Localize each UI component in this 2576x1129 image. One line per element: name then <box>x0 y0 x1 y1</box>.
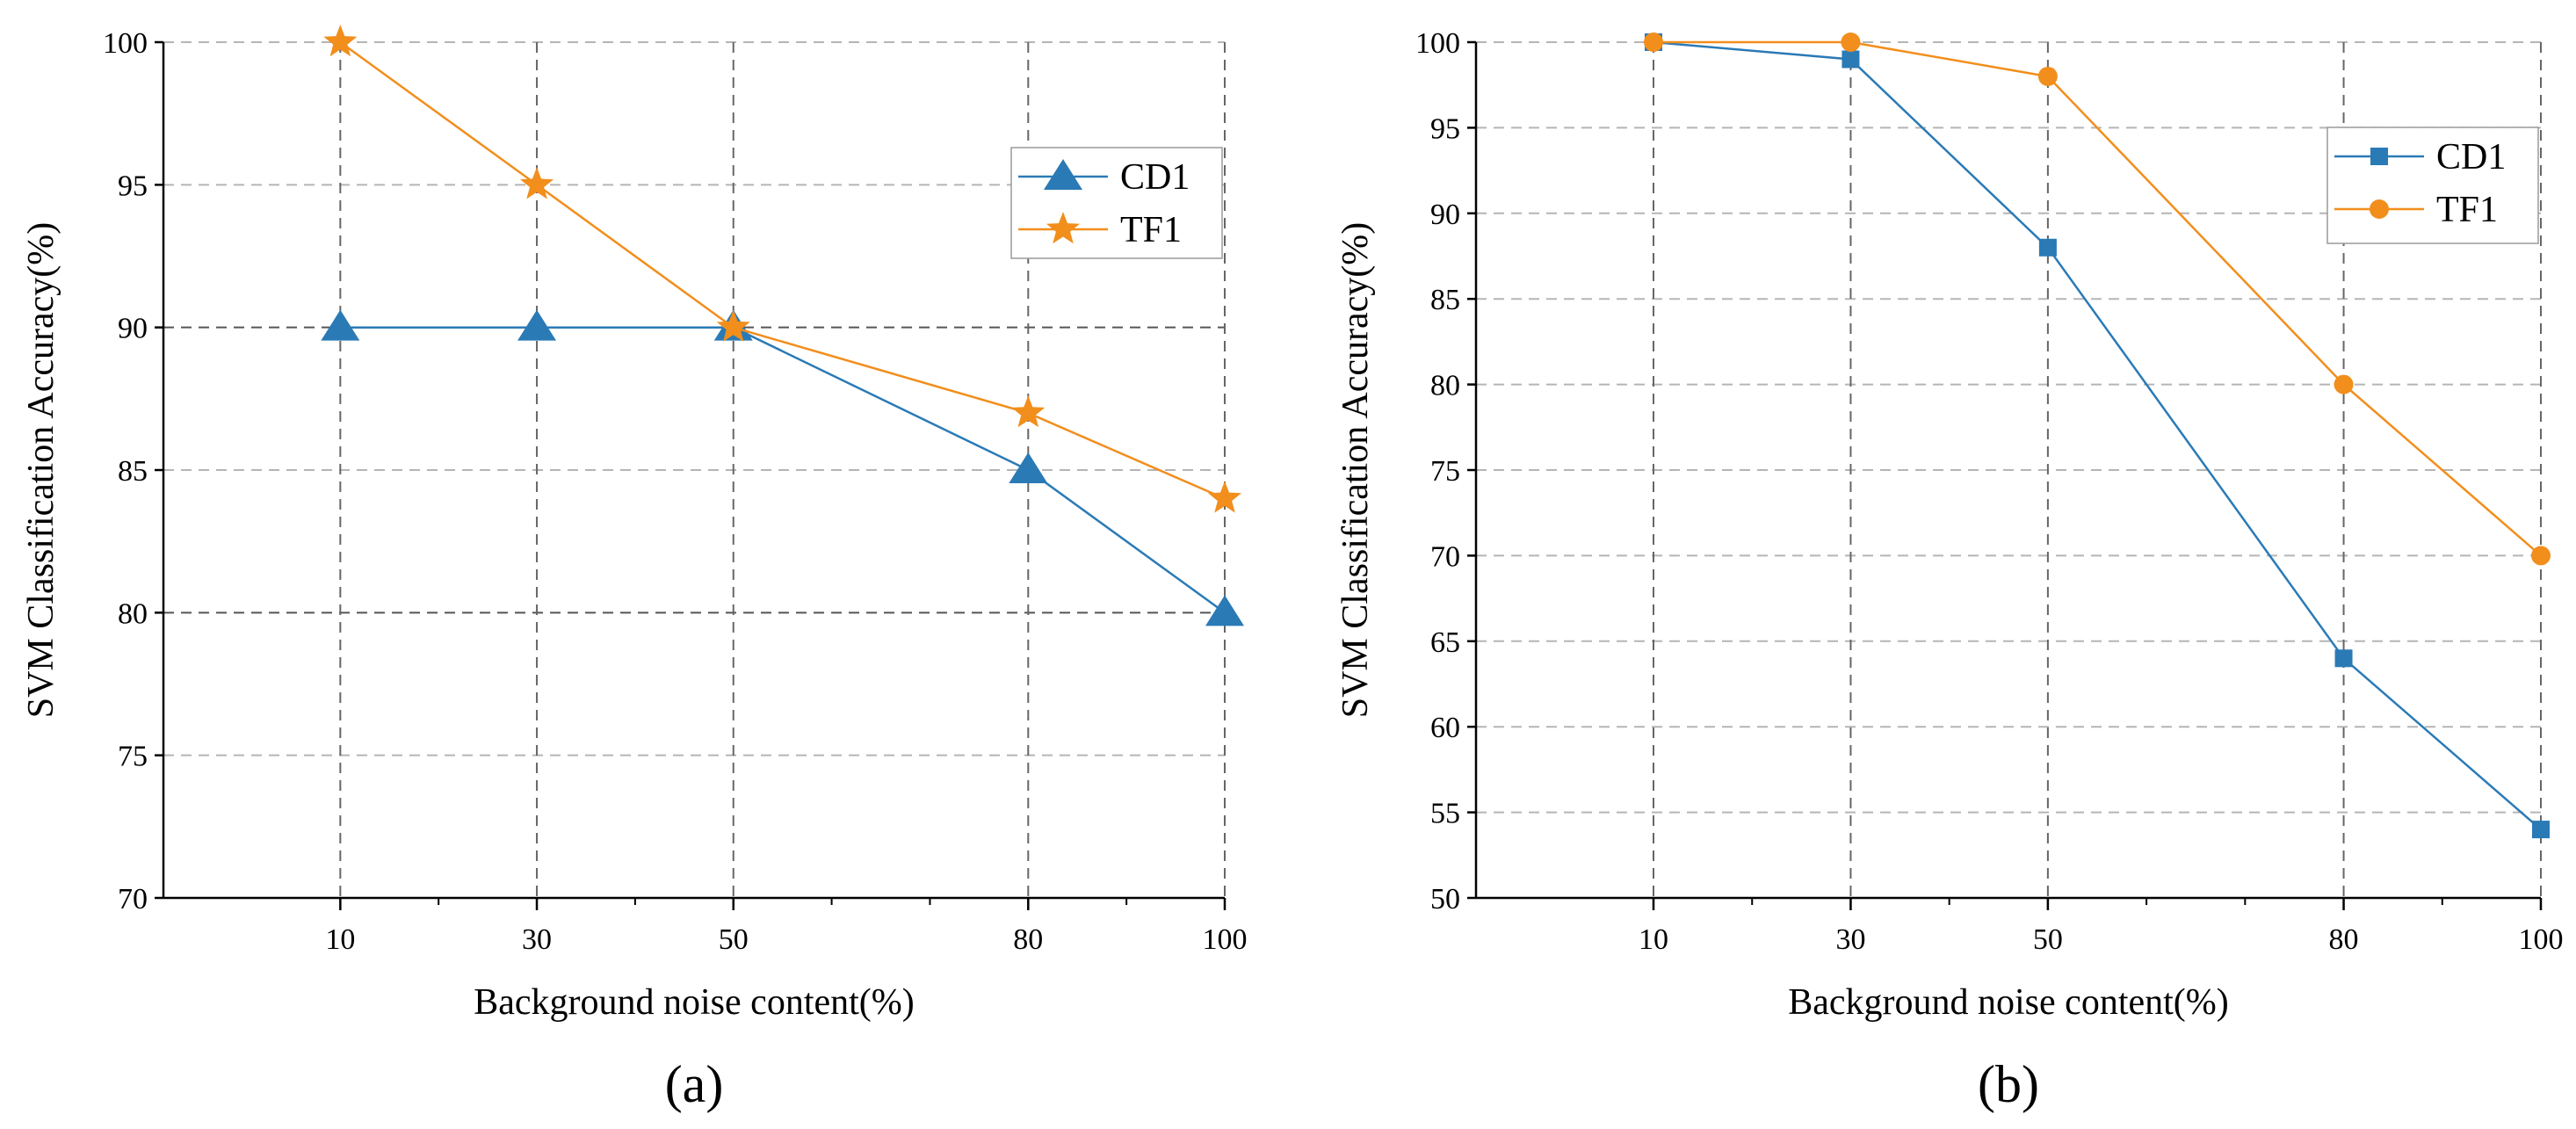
x-tick-label-10: 10 <box>325 923 355 956</box>
chart-panel-b: 50 55 60 65 70 75 80 85 90 95 100 10 30 50 80 100 Backgr… <box>1335 27 2564 1113</box>
x-tick-label-100: 100 <box>2519 923 2564 956</box>
data-point-cd1-80 <box>1009 452 1048 483</box>
series-cd1 <box>321 309 1244 626</box>
y-tick-label-60: 60 <box>1430 712 1460 744</box>
y-tick-label-100: 100 <box>103 27 148 60</box>
x-axis-title: Background noise content(%) <box>1788 982 2229 1023</box>
data-point-tf1-100 <box>1208 481 1241 513</box>
data-point-cd1-50 <box>2038 238 2057 257</box>
x-tick-label-100: 100 <box>1203 923 1248 956</box>
y-tick-label-70: 70 <box>1430 540 1460 573</box>
y-axis-title: SVM Classification Accuracy(%) <box>1335 222 1376 719</box>
series-tf1 <box>323 25 1241 513</box>
series-tf1 <box>1644 33 2551 566</box>
legend-box <box>2326 127 2539 244</box>
data-point-tf1-80 <box>2334 374 2354 394</box>
y-tick-label-90: 90 <box>118 313 148 345</box>
data-point-tf1-80 <box>1011 395 1046 428</box>
y-tick-label-65: 65 <box>1430 626 1460 659</box>
y-tick-label-100: 100 <box>1415 27 1460 60</box>
y-tick-label-95: 95 <box>1430 112 1460 145</box>
y-tick-label-85: 85 <box>1430 284 1460 316</box>
legend-marker-cd1 <box>1044 159 1082 190</box>
legend-marker-cd1 <box>2370 148 2388 165</box>
y-axis-title: SVM Classification Accuracy(%) <box>21 222 62 719</box>
x-tick-label-30: 30 <box>522 923 552 956</box>
y-tick-label-95: 95 <box>118 170 148 202</box>
legend-label-cd1: CD1 <box>1120 157 1190 198</box>
y-tick-label-75: 75 <box>118 741 148 773</box>
y-tick-label-80: 80 <box>1430 370 1460 402</box>
data-point-tf1-30 <box>1841 33 1861 52</box>
data-point-cd1-100 <box>1205 595 1244 626</box>
data-point-cd1-30 <box>517 309 557 341</box>
x-tick-label-80: 80 <box>1013 923 1043 956</box>
y-tick-label-90: 90 <box>1430 199 1460 231</box>
data-point-cd1-80 <box>2334 649 2353 668</box>
y-tick-label-85: 85 <box>118 455 148 488</box>
data-point-tf1-10 <box>1644 33 1663 52</box>
data-point-tf1-50 <box>2037 66 2058 86</box>
series-line-tf1 <box>339 40 1226 500</box>
y-tick-label-50: 50 <box>1430 883 1460 916</box>
chart-panel-a: 70 75 80 85 90 95 100 10 30 50 80 100 Background noi… <box>21 25 1248 1113</box>
legend-label-cd1: CD1 <box>2436 137 2506 177</box>
y-tick-label-80: 80 <box>118 597 148 630</box>
data-point-tf1-10 <box>323 25 358 57</box>
legend-marker-tf1 <box>2370 199 2389 219</box>
x-tick-label-10: 10 <box>1639 923 1668 956</box>
data-point-tf1-30 <box>520 167 554 199</box>
y-tick-label-70: 70 <box>118 883 148 916</box>
x-tick-label-80: 80 <box>2329 923 2359 956</box>
data-point-tf1-100 <box>2531 546 2551 566</box>
legend-label-tf1: TF1 <box>1120 210 1182 250</box>
data-point-cd1-30 <box>1842 50 1860 69</box>
data-point-tf1-50 <box>716 309 750 342</box>
legend-label-tf1: TF1 <box>2436 190 2498 230</box>
y-tick-label-75: 75 <box>1430 455 1460 488</box>
panel-label: (a) <box>665 1055 724 1113</box>
legend-box <box>1010 147 1223 259</box>
data-point-cd1-10 <box>321 309 360 341</box>
data-point-cd1-100 <box>2532 821 2550 839</box>
x-tick-label-50: 50 <box>719 923 749 956</box>
y-tick-label-55: 55 <box>1430 798 1460 830</box>
legend-marker-tf1 <box>1046 212 1080 244</box>
x-tick-label-30: 30 <box>1835 923 1865 956</box>
panel-label: (b) <box>1978 1055 2039 1113</box>
x-axis-title: Background noise content(%) <box>474 982 915 1023</box>
x-tick-label-50: 50 <box>2033 923 2063 956</box>
